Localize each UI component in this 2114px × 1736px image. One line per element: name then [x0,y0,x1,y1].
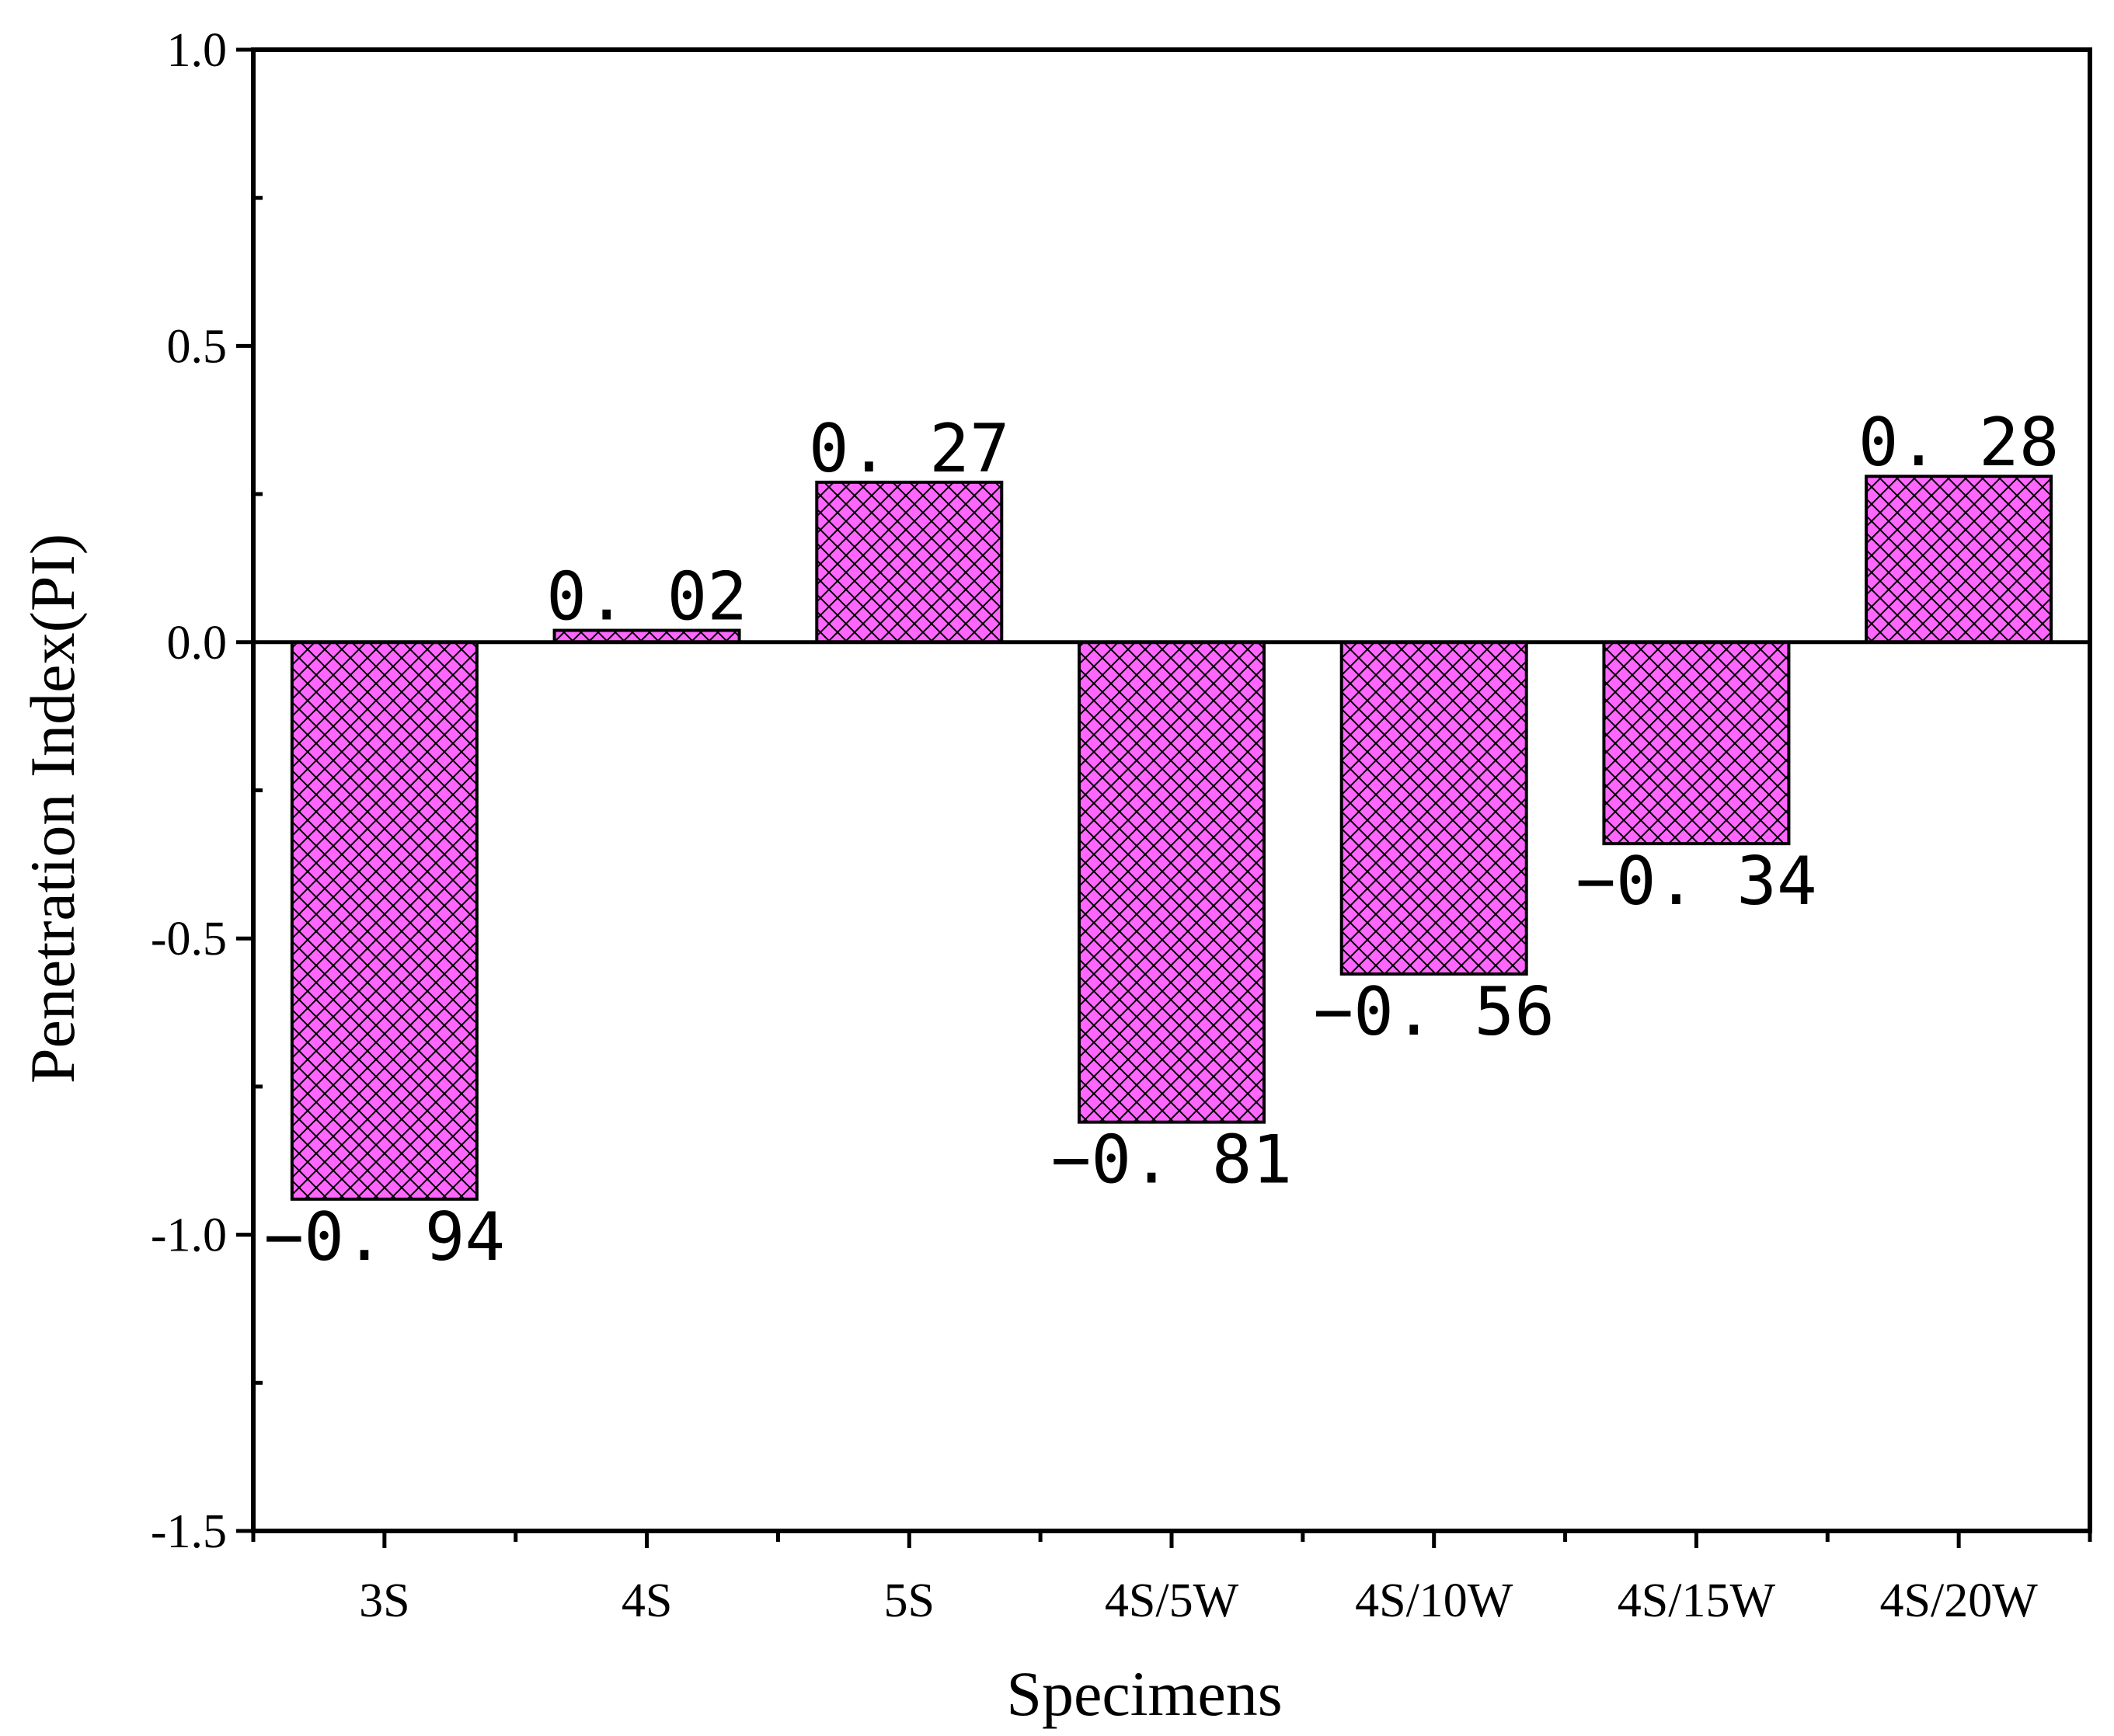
x-axis-tick-labels: 3S 4S 5S 4S/5W 4S/10W 4S/15W 4S/20W [359,1574,2038,1627]
bar-5S [815,480,1004,644]
x-tick-label-5S: 5S [884,1574,935,1627]
y-axis-tick-labels: -1.5 -1.0 -0.5 0.0 0.5 1.0 [151,24,227,1558]
data-labels: −0. 94 0. 02 0. 27 −0. 81 −0. 56 −0. 34 0. 28 [264,404,2060,1276]
data-label-3S: −0. 94 [264,1199,506,1276]
data-label-5S: 0. 27 [809,410,1010,488]
bar-4S/5W [1078,640,1266,1124]
x-tick-label-4S: 4S [622,1574,672,1627]
bar-4S/15W [1602,640,1791,846]
bar-4S/10W [1339,640,1528,976]
x-tick-label-4S/15W: 4S/15W [1618,1574,1776,1627]
x-axis-ticks [251,1531,2092,1548]
x-tick-label-4S/5W: 4S/5W [1105,1574,1239,1627]
y-tick-label: -1.5 [151,1505,227,1558]
data-label-4S/15W: −0. 34 [1576,843,1817,920]
y-tick-label: 1.0 [167,24,228,77]
y-tick-label: 0.0 [167,617,228,670]
y-axis-title: Penetration Index(PI) [17,534,88,1084]
x-tick-label-4S/20W: 4S/20W [1880,1574,2039,1627]
data-label-4S/10W: −0. 56 [1313,973,1555,1051]
bar-4S/20W [1865,475,2053,644]
y-tick-label: -0.5 [151,913,227,965]
data-label-4S/5W: −0. 81 [1051,1122,1293,1199]
y-axis-ticks [236,47,263,1533]
bars-group [290,475,2053,1201]
y-tick-label: 0.5 [167,320,228,373]
bar-3S [290,640,479,1201]
x-tick-label-3S: 3S [359,1574,409,1627]
x-axis-title: Specimens [1006,1658,1282,1729]
data-label-4S/20W: 0. 28 [1858,404,2060,482]
data-label-4S: 0. 02 [546,558,747,636]
y-tick-label: -1.0 [151,1209,227,1262]
x-tick-label-4S/10W: 4S/10W [1355,1574,1513,1627]
